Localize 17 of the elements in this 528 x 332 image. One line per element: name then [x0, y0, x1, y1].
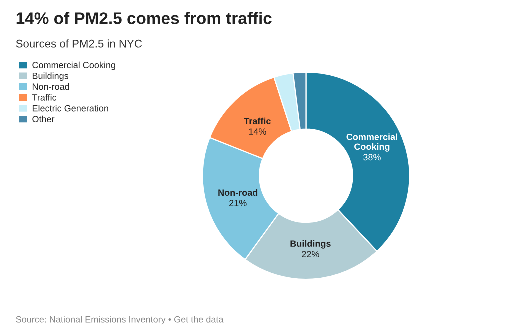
data-label: 38% [364, 154, 381, 161]
slice-label: Commercial Cooking [346, 134, 398, 152]
legend-label: Buildings [32, 72, 69, 82]
source-note: Source: National Emissions Inventory • Get the data [16, 316, 224, 325]
legend-label: Commercial Cooking [32, 62, 116, 70]
data-label: 21% [230, 200, 247, 206]
legend-label: Traffic [32, 94, 57, 101]
legend-label: Non-road [32, 83, 70, 90]
slice-label: Buildings [290, 240, 331, 249]
slice-label: Non-road [218, 189, 258, 196]
legend-label: Other [32, 116, 55, 123]
chart-title: 14% of PM2.5 comes from traffic [16, 12, 272, 24]
chart-subtitle: Sources of PM2.5 in NYC [16, 40, 142, 48]
slice-label: Traffic [244, 118, 271, 125]
legend-label: Electric Generation [32, 105, 108, 112]
data-label: 14% [249, 128, 266, 135]
data-label: 22% [302, 251, 320, 258]
